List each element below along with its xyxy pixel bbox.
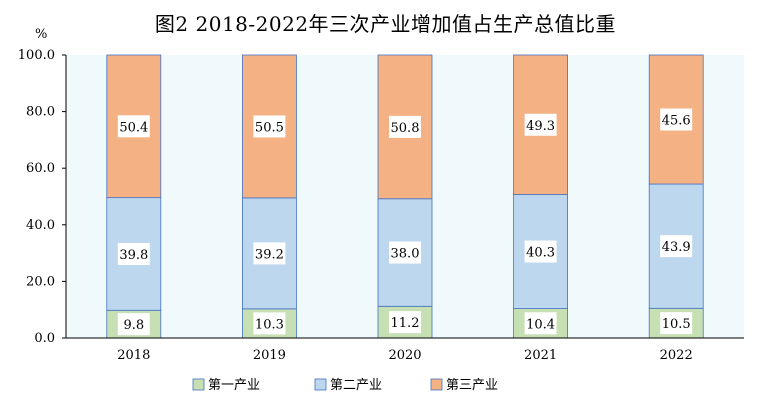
data-label-box bbox=[117, 242, 150, 265]
legend-label: 第二产业 bbox=[330, 378, 382, 393]
y-tick-label: 80.0 bbox=[26, 105, 55, 120]
data-label-box bbox=[389, 115, 421, 138]
legend-label: 第三产业 bbox=[446, 378, 498, 393]
data-label-box bbox=[117, 115, 150, 138]
data-label: 40.3 bbox=[526, 246, 555, 261]
data-label-box bbox=[524, 312, 557, 335]
data-label: 10.5 bbox=[662, 317, 691, 332]
data-label-box bbox=[524, 113, 557, 136]
chart-title: 图2 2018-2022年三次产业增加值占生产总值比重 bbox=[154, 12, 617, 36]
data-label: 49.3 bbox=[526, 119, 555, 134]
data-label-box bbox=[117, 313, 150, 336]
x-tick-label: 2022 bbox=[660, 348, 693, 363]
y-tick-label: 0.0 bbox=[34, 331, 55, 346]
data-label-box bbox=[660, 235, 693, 258]
data-label: 45.6 bbox=[662, 114, 691, 129]
data-label: 10.3 bbox=[255, 317, 284, 332]
data-label: 11.2 bbox=[391, 316, 420, 331]
bar-segment bbox=[241, 197, 297, 310]
data-label-box bbox=[660, 108, 693, 131]
y-axis-ticks: 0.0 20.0 40.0 60.0 80.0 100.0 bbox=[18, 48, 66, 346]
y-tick-label: 40.0 bbox=[26, 218, 55, 233]
data-label-box bbox=[389, 241, 421, 264]
y-axis-unit: % bbox=[35, 27, 47, 42]
legend-swatch bbox=[192, 378, 205, 391]
legend-swatch bbox=[314, 378, 327, 391]
data-label: 39.8 bbox=[119, 248, 148, 263]
x-tick-label: 2018 bbox=[117, 348, 150, 363]
data-label: 50.4 bbox=[119, 120, 148, 135]
y-tick-label: 100.0 bbox=[18, 48, 55, 63]
y-tick-label: 60.0 bbox=[26, 161, 55, 176]
data-label-box bbox=[253, 115, 286, 138]
data-label-box bbox=[389, 311, 421, 334]
bar-segment bbox=[648, 54, 704, 185]
data-label-box bbox=[253, 312, 286, 335]
x-tick-label: 2021 bbox=[524, 348, 557, 363]
data-label: 43.9 bbox=[662, 240, 691, 255]
data-label: 9.8 bbox=[123, 318, 144, 333]
bars: 9.8 39.8 50.4 10.3 39.2 50.5 11.2 38.0 50.8 10.4 4… bbox=[106, 54, 704, 339]
data-label: 39.2 bbox=[255, 247, 284, 262]
x-tick-label: 2019 bbox=[253, 348, 286, 363]
y-tick-label: 20.0 bbox=[26, 274, 55, 289]
x-tick-label: 2020 bbox=[388, 348, 421, 363]
legend-swatch bbox=[430, 378, 443, 391]
data-label-box bbox=[524, 240, 557, 263]
data-label: 50.8 bbox=[391, 121, 420, 136]
data-label: 10.4 bbox=[526, 317, 555, 332]
x-axis-ticks: 2018 2019 2020 2021 2022 bbox=[117, 348, 692, 363]
legend: 第一产业 第二产业 第三产业 bbox=[192, 378, 498, 393]
legend-label: 第一产业 bbox=[208, 378, 260, 393]
data-label-box bbox=[253, 242, 286, 265]
data-label-box bbox=[660, 312, 693, 335]
data-label: 38.0 bbox=[391, 247, 420, 262]
data-label: 50.5 bbox=[255, 120, 284, 135]
